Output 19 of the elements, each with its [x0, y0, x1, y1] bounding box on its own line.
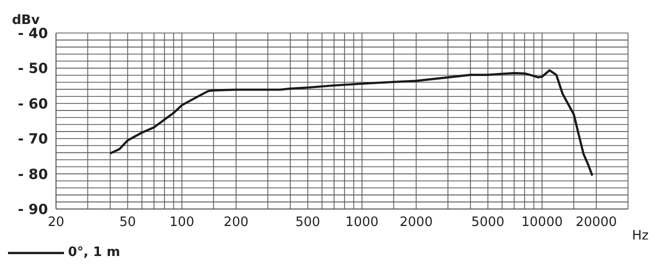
- x-tick-label: 500: [295, 215, 320, 230]
- legend-label: 0°, 1 m: [68, 245, 120, 260]
- y-tick-label: - 60: [18, 96, 48, 112]
- x-tick-label: 20: [48, 215, 64, 230]
- x-tick-label: 5000: [471, 215, 504, 230]
- y-tick-label: - 90: [18, 202, 48, 218]
- x-tick-label: 1000: [345, 215, 379, 230]
- y-tick-label: - 50: [18, 61, 48, 78]
- x-tick-label: 100: [169, 215, 194, 230]
- y-axis-title: dBv: [12, 13, 40, 28]
- y-tick-label: - 80: [18, 166, 48, 183]
- x-axis-title: Hz: [632, 228, 649, 244]
- x-tick-label: 200: [224, 215, 249, 230]
- x-tick-label: 10000: [521, 215, 563, 230]
- x-tick-label: 2000: [400, 215, 433, 230]
- y-tick-label: - 70: [18, 132, 48, 148]
- x-tick-label: 20000: [576, 215, 617, 230]
- x-tick-label: 50: [119, 215, 136, 230]
- y-tick-label: - 40: [18, 26, 48, 42]
